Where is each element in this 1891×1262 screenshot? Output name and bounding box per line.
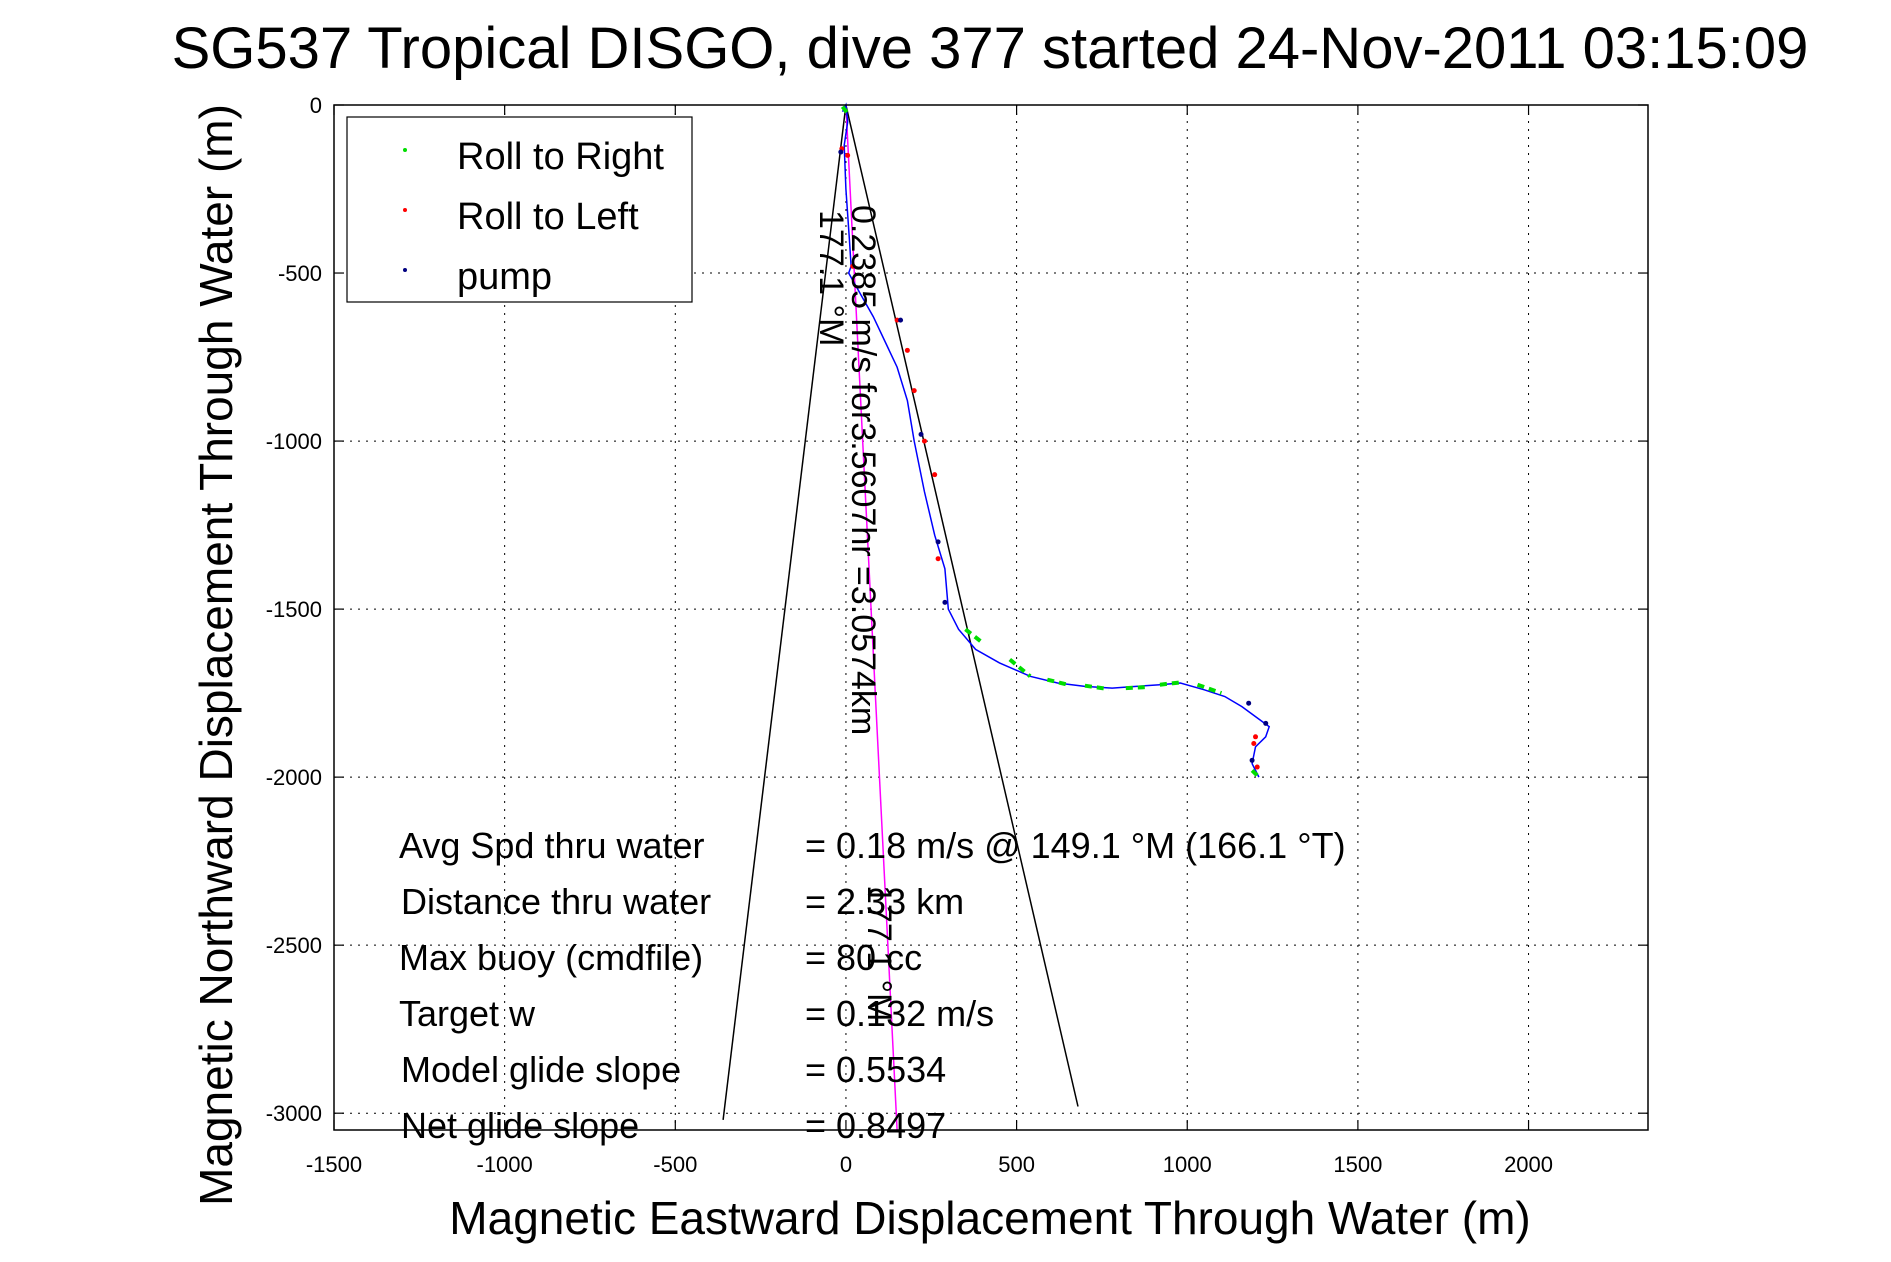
stat-label: Avg Spd thru water xyxy=(399,825,705,866)
pump-point xyxy=(935,539,941,545)
pump-point xyxy=(1246,700,1252,706)
x-tick-labels: -1500 -1000 -500 0 500 1000 1500 2000 xyxy=(306,1152,1553,1177)
y-tick-label: -2500 xyxy=(266,933,322,958)
stat-value: = 0.18 m/s @ 149.1 °M (166.1 °T) xyxy=(805,825,1346,866)
stat-label: Distance thru water xyxy=(401,881,711,922)
y-axis-label: Magnetic Northward Displacement Through … xyxy=(190,104,242,1206)
cone-lines xyxy=(722,104,1079,1120)
roll-right-segment xyxy=(1046,677,1069,687)
legend-label-pump: pump xyxy=(457,256,552,298)
x-tick-label: 2000 xyxy=(1504,1152,1553,1177)
plot-frame xyxy=(333,104,1649,1131)
x-tick-label: 500 xyxy=(998,1152,1035,1177)
stats-block: Avg Spd thru water = 0.18 m/s @ 149.1 °M… xyxy=(399,825,1346,1146)
roll-left-point xyxy=(911,388,917,394)
roll-right-segment xyxy=(1159,680,1181,687)
legend-marker-roll-left xyxy=(403,208,407,212)
roll-left-point xyxy=(850,263,856,269)
stat-label: Model glide slope xyxy=(401,1049,681,1090)
y-tick-labels: 0 -500 -1000 -1500 -2000 -2500 -3000 xyxy=(266,93,322,1126)
roll-right-segment xyxy=(1084,683,1109,692)
pump-series xyxy=(838,149,1269,763)
legend: Roll to Right Roll to Left pump xyxy=(346,116,693,303)
roll-left-point xyxy=(935,556,941,562)
roll-left-point xyxy=(932,472,938,478)
x-tick-label: -1000 xyxy=(477,1152,533,1177)
current-vector-line xyxy=(845,104,898,1131)
roll-right-segment xyxy=(1250,768,1263,781)
roll-right-segment xyxy=(1196,682,1223,695)
y-tick-label: -3000 xyxy=(266,1101,322,1126)
roll-left-point xyxy=(1251,741,1257,747)
x-tick-label: 1500 xyxy=(1333,1152,1382,1177)
pump-point xyxy=(942,599,948,605)
pump-point xyxy=(1263,720,1269,726)
y-tick-label: -500 xyxy=(278,261,322,286)
chart-title: SG537 Tropical DISGO, dive 377 started 2… xyxy=(172,16,1809,81)
cone-line xyxy=(722,104,847,1120)
stat-value: = 2.33 km xyxy=(805,881,964,922)
roll-left-point xyxy=(845,152,851,158)
x-tick-label: 1000 xyxy=(1163,1152,1212,1177)
heading-label: 177.1 °M xyxy=(812,210,850,346)
pump-point xyxy=(898,317,904,323)
roll-left-point xyxy=(921,438,927,444)
y-tick-label: -1000 xyxy=(266,429,322,454)
roll-left-series xyxy=(839,146,1260,770)
stat-value: = 0.132 m/s xyxy=(805,993,994,1034)
pump-point xyxy=(1249,757,1255,763)
current-heading-label: 177.1 °M xyxy=(860,885,898,1021)
pump-point xyxy=(918,431,924,437)
legend-label-roll-right: Roll to Right xyxy=(457,136,664,178)
legend-label-roll-left: Roll to Left xyxy=(457,196,639,238)
roll-left-point xyxy=(1254,764,1260,770)
current-line xyxy=(845,104,898,1131)
x-tick-label: -500 xyxy=(653,1152,697,1177)
roll-right-segment xyxy=(964,627,984,645)
legend-marker-pump xyxy=(403,268,407,272)
stat-value: = 0.8497 xyxy=(805,1105,946,1146)
roll-right-segment xyxy=(840,105,850,115)
roll-left-point xyxy=(904,347,910,353)
stat-label: Net glide slope xyxy=(401,1105,639,1146)
stat-value: = 80 cc xyxy=(805,937,922,978)
x-tick-label: 0 xyxy=(840,1152,852,1177)
roll-left-point xyxy=(1253,734,1259,740)
stat-value: = 0.5534 xyxy=(805,1049,946,1090)
current-label: 0.2385 m/s for3.5607hr =3.0574km xyxy=(844,205,882,735)
y-tick-label: -1500 xyxy=(266,597,322,622)
pump-point xyxy=(838,149,844,155)
x-axis-label: Magnetic Eastward Displacement Through W… xyxy=(449,1192,1530,1244)
stat-label: Max buoy (cmdfile) xyxy=(399,937,703,978)
x-tick-label: -1500 xyxy=(306,1152,362,1177)
stat-label: Target w xyxy=(399,993,536,1034)
roll-right-segment xyxy=(1125,685,1147,691)
y-tick-label: -2000 xyxy=(266,765,322,790)
cone-line xyxy=(845,104,1079,1107)
roll-right-segment xyxy=(1008,657,1032,678)
y-tick-label: 0 xyxy=(310,93,322,118)
roll-right-series xyxy=(840,105,1263,781)
legend-marker-roll-right xyxy=(403,148,407,152)
